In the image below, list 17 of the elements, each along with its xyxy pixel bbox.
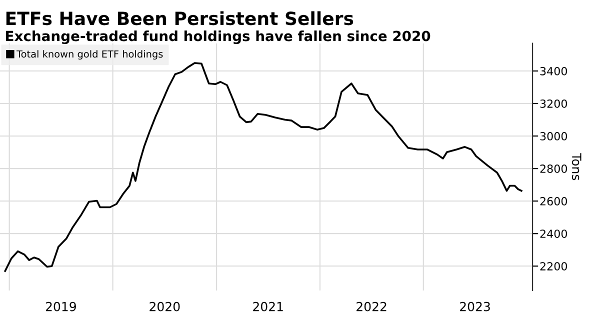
chart-subtitle: Exchange-traded fund holdings have fallen since 2020	[6, 30, 430, 44]
chart-title: ETFs Have Been Persistent Sellers	[6, 11, 354, 26]
x-tick-label: 2021	[253, 302, 283, 312]
y-tick-label: 3000	[540, 132, 568, 140]
line-series	[4, 62, 522, 272]
y-tick-label: 2400	[540, 230, 568, 238]
x-tick-label: 2020	[150, 302, 180, 312]
y-tick-label: 2200	[540, 262, 568, 270]
y-tick-label: 3400	[540, 66, 568, 76]
x-tick-label: 2022	[356, 302, 386, 312]
x-tick-label: 2019	[46, 302, 76, 312]
x-tick-label: 2023	[460, 302, 490, 312]
y-tick-label: 2600	[540, 197, 568, 206]
y-tick-label: 3200	[540, 99, 568, 108]
y-tick-label: 2800	[540, 164, 568, 173]
legend-label: Total known gold ETF holdings	[16, 50, 163, 60]
y-axis-title: Tons	[572, 153, 582, 180]
